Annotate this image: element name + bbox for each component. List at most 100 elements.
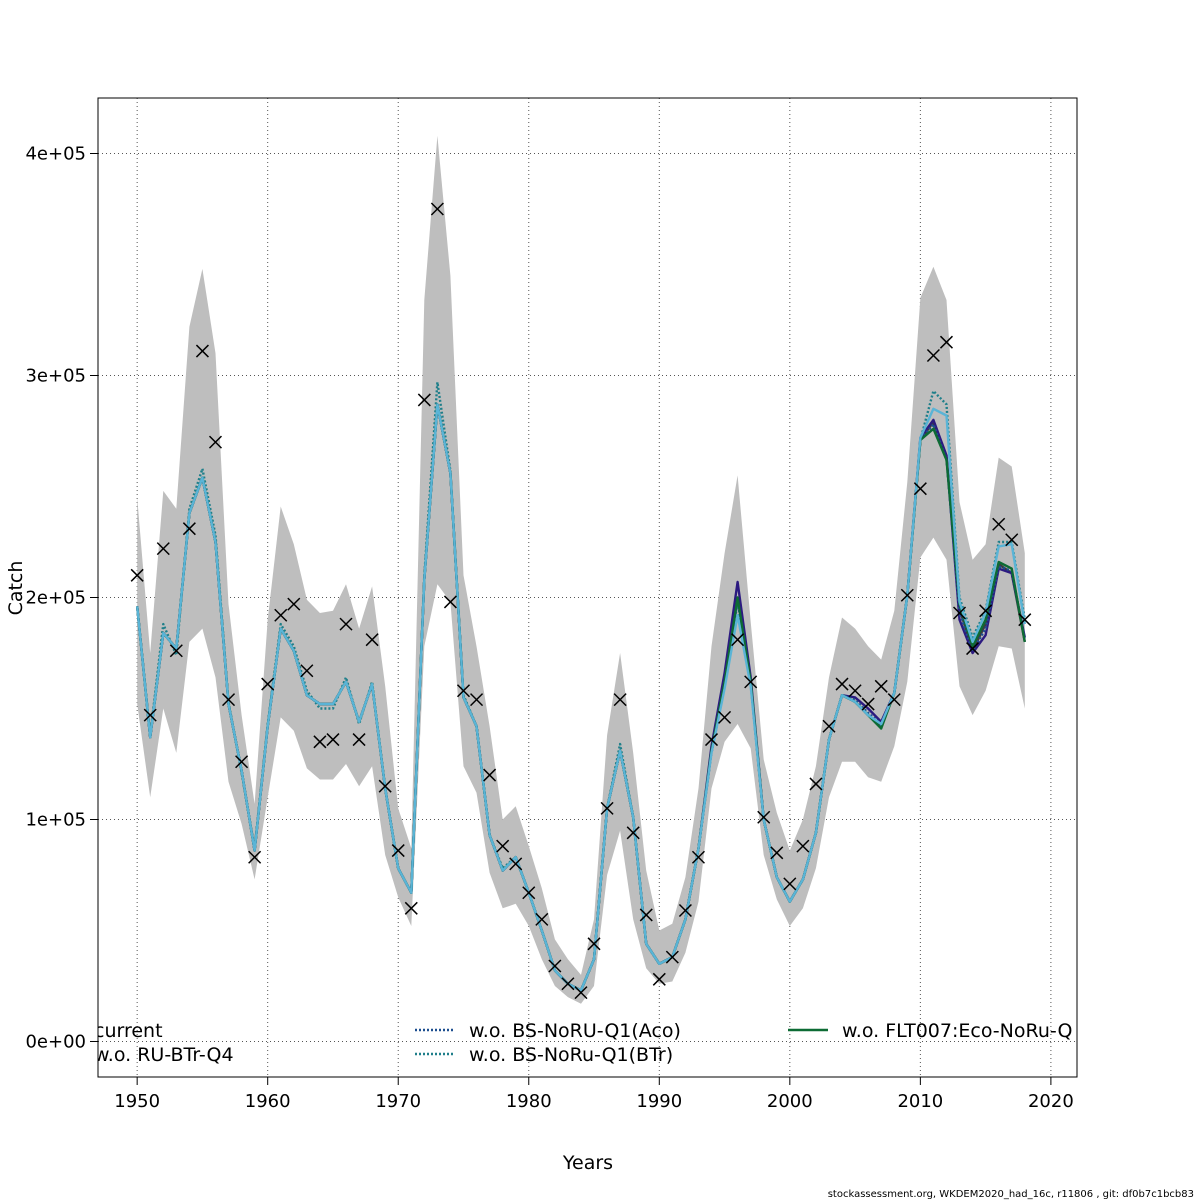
observed-point xyxy=(1005,533,1019,547)
observed-point xyxy=(796,839,810,853)
observed-point xyxy=(979,604,993,618)
observed-point xyxy=(156,542,170,556)
observed-point xyxy=(848,684,862,698)
legend-item: w.o. FLT007:Eco-NoRu-Q xyxy=(788,1020,1072,1042)
observed-point xyxy=(443,595,457,609)
observed-point xyxy=(483,768,497,782)
observed-point xyxy=(613,693,627,707)
x-axis-title: Years xyxy=(562,1152,613,1174)
legend-item: w.o. BS-NoRu-Q1(BTr) xyxy=(415,1044,673,1066)
observed-point xyxy=(626,826,640,840)
observed-point xyxy=(182,522,196,536)
observed-point xyxy=(470,693,484,707)
legend-label: w.o. RU-BTr-Q4 xyxy=(94,1044,234,1066)
observed-point xyxy=(900,588,914,602)
x-axis: 1950 1960 1970 1980 1990 2000 2010 2020 xyxy=(114,1077,1074,1112)
observed-markers xyxy=(130,202,1032,1000)
x-tick-label: 1960 xyxy=(245,1091,291,1112)
observed-point xyxy=(261,677,275,691)
observed-point xyxy=(352,733,366,747)
observed-point xyxy=(509,857,523,871)
observed-point xyxy=(130,568,144,582)
grid xyxy=(98,98,1077,1077)
observed-point xyxy=(378,779,392,793)
observed-point xyxy=(783,877,797,891)
observed-point xyxy=(496,839,510,853)
observed-point xyxy=(678,903,692,918)
confidence-band xyxy=(137,135,1025,1004)
observed-point xyxy=(208,435,223,449)
observed-point xyxy=(600,801,614,815)
observed-point xyxy=(143,708,157,722)
observed-point xyxy=(561,977,575,991)
x-tick-label: 2010 xyxy=(897,1091,943,1112)
observed-point xyxy=(522,886,536,900)
legend-item: w.o. RU-BTr-Q4 xyxy=(94,1044,234,1066)
observed-point xyxy=(1018,613,1032,627)
observed-point xyxy=(691,850,705,864)
observed-point xyxy=(704,733,719,747)
observed-point xyxy=(861,697,875,711)
observed-point xyxy=(300,664,314,678)
observed-point xyxy=(169,644,183,658)
y-tick-label: 1e+05 xyxy=(25,809,86,830)
observed-point xyxy=(326,733,340,747)
observed-point xyxy=(926,348,940,363)
observed-point xyxy=(574,986,588,1000)
observed-point xyxy=(822,719,836,733)
y-tick-label: 2e+05 xyxy=(25,587,86,608)
observed-point xyxy=(535,912,549,926)
legend-label: w.o. FLT007:Eco-NoRu-Q xyxy=(842,1020,1072,1042)
legend-item: w.o. BS-NoRU-Q1(Aco) xyxy=(415,1020,681,1042)
observed-point xyxy=(248,850,262,864)
observed-point xyxy=(718,710,732,724)
observed-point xyxy=(313,735,327,749)
observed-point xyxy=(992,517,1006,531)
observed-point xyxy=(770,846,784,860)
observed-point xyxy=(731,633,745,647)
observed-point xyxy=(365,633,379,647)
observed-point xyxy=(548,959,562,973)
x-tick-label: 2020 xyxy=(1028,1091,1074,1112)
y-tick-label: 3e+05 xyxy=(25,365,86,386)
observed-point xyxy=(809,777,823,791)
observed-point xyxy=(287,597,301,611)
series-lines xyxy=(136,381,1026,992)
legend-item: current xyxy=(94,1020,163,1042)
y-tick-label: 0e+00 xyxy=(25,1031,86,1052)
ci-band-polygon xyxy=(137,135,1025,1004)
x-tick-label: 1990 xyxy=(636,1091,682,1112)
footer-credit: stockassessment.org, WKDEM2020_had_16c, … xyxy=(828,1189,1194,1200)
observed-point xyxy=(757,810,771,824)
observed-point xyxy=(913,482,927,496)
observed-point xyxy=(587,937,601,951)
observed-point xyxy=(222,693,236,707)
legend-label: w.o. BS-NoRU-Q1(Aco) xyxy=(469,1020,681,1042)
observed-point xyxy=(887,693,901,707)
x-tick-label: 1980 xyxy=(506,1091,552,1112)
y-axis: 0e+00 1e+05 2e+05 3e+05 4e+05 xyxy=(25,143,98,1052)
observed-point xyxy=(404,901,418,915)
plot-frame xyxy=(97,97,1078,1078)
observed-point xyxy=(639,908,653,922)
observed-point xyxy=(652,972,666,986)
series-line-5 xyxy=(136,403,1026,992)
x-tick-label: 1950 xyxy=(114,1091,160,1112)
observed-point xyxy=(274,608,288,622)
observed-point xyxy=(665,950,679,964)
observed-point xyxy=(339,617,353,631)
y-tick-label: 4e+05 xyxy=(25,143,86,164)
observed-point xyxy=(417,393,431,407)
observed-point xyxy=(835,677,849,691)
legend-label: w.o. BS-NoRu-Q1(BTr) xyxy=(469,1044,673,1066)
observed-point xyxy=(744,675,758,689)
observed-point xyxy=(195,344,209,358)
x-tick-label: 2000 xyxy=(767,1091,813,1112)
x-tick-label: 1970 xyxy=(375,1091,421,1112)
observed-point xyxy=(391,844,405,858)
y-axis-title: Catch xyxy=(5,561,27,616)
observed-point xyxy=(430,202,444,216)
legend-label: current xyxy=(94,1020,163,1042)
